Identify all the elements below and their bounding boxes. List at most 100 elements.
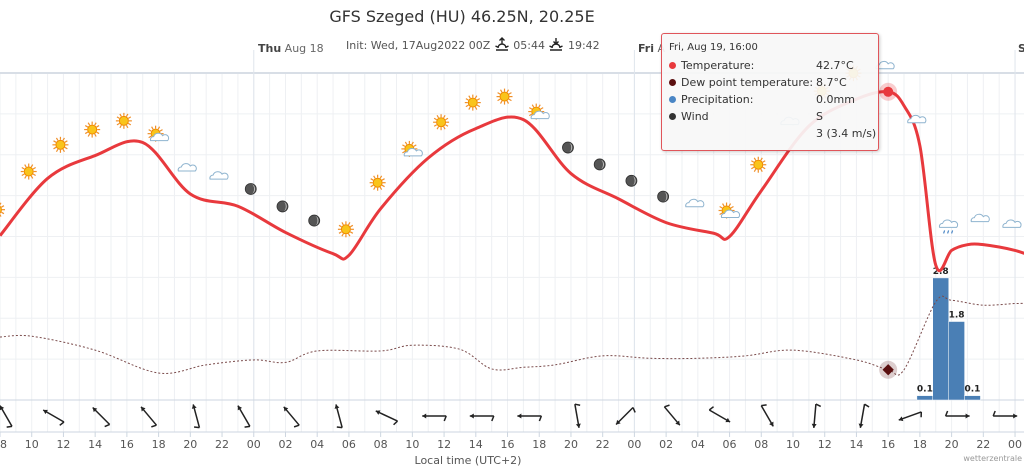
sun-icon: [433, 114, 450, 131]
sun-ray: [94, 122, 97, 126]
wind-barb-icon: [283, 406, 300, 428]
sun-ray: [62, 137, 65, 141]
sun-ray: [30, 164, 34, 168]
wind-barb-head: [422, 413, 427, 419]
moon-icon: [308, 214, 321, 227]
x-tick-label: 12: [818, 438, 832, 451]
moon-icon: [625, 174, 638, 187]
sun-ray: [30, 175, 34, 179]
cloud-shape: [177, 163, 197, 172]
chart-title: GFS Szeged (HU) 46.25N, 20.25E: [329, 7, 595, 26]
sun-ray: [719, 205, 723, 209]
moon-disc: [244, 183, 257, 195]
x-tick-label: 14: [88, 438, 102, 451]
wind-barb-icon: [140, 406, 158, 428]
wind-barb-head: [237, 405, 243, 411]
x-axis-title: Local time (UTC+2): [414, 454, 522, 467]
precipitation-bar: [916, 395, 934, 401]
sunrise-time: 05:44: [513, 39, 545, 52]
wind-barb-head: [858, 423, 864, 428]
cloud-shape: [149, 132, 170, 142]
sun-disc: [467, 97, 478, 108]
sun-ray: [508, 98, 512, 102]
sun-ray: [379, 175, 383, 179]
sun-ray: [119, 113, 122, 117]
sun-ray: [0, 202, 2, 206]
sunset-icon: [549, 38, 564, 51]
sun-ray: [87, 122, 91, 126]
temperature-marker: [883, 86, 894, 97]
x-tick-label: 00: [627, 438, 641, 451]
init-info: Init: Wed, 17Aug2022 00Z 05:44 19:42: [346, 37, 600, 52]
sun-ray: [436, 126, 440, 130]
rain-drop: [947, 230, 950, 234]
x-tick-label: 22: [596, 438, 610, 451]
sun-ray: [751, 166, 755, 170]
wind-barb-icon: [760, 404, 774, 427]
x-tick-label: 10: [25, 438, 39, 451]
wind-barb-flag: [574, 403, 581, 407]
wind-barb-icon: [469, 413, 495, 422]
cloud-icon: [209, 171, 229, 180]
moon-disc: [562, 141, 574, 154]
wind-barb-shaft: [859, 404, 866, 428]
tooltip-header: Fri, Aug 19, 16:00: [669, 42, 758, 53]
sun-ray: [55, 148, 59, 153]
wind-barb-head: [283, 406, 289, 412]
cloud-shape: [907, 114, 927, 124]
sun-ray: [151, 126, 154, 130]
wind-barb-flag: [393, 420, 399, 426]
precipitation-bar: [948, 321, 965, 401]
sun-ray: [24, 164, 27, 168]
sun-ray: [341, 233, 344, 237]
wind-barb-head: [469, 413, 474, 419]
rain-cloud-icon: [938, 219, 959, 234]
sun-ray: [64, 146, 68, 150]
moon-crescent: [664, 191, 668, 202]
x-tick-label: 16: [120, 438, 134, 451]
sun-ray: [433, 124, 438, 127]
tooltip-row-wind: Wind S: [669, 110, 823, 124]
sun-ray: [379, 186, 383, 190]
x-tick-label: 18: [532, 438, 546, 451]
sun-disc: [436, 117, 447, 128]
sun-ray: [468, 95, 471, 99]
moon-disc: [657, 190, 670, 203]
sun-ray: [32, 173, 36, 177]
wind-barb-flag: [293, 424, 300, 428]
sun-icon: [20, 163, 37, 180]
wind-barb-flag: [104, 423, 110, 428]
precipitation-label: 1.8: [949, 311, 965, 321]
cloud-icon: [177, 163, 197, 172]
moon-disc: [593, 158, 606, 171]
moon-disc: [276, 200, 289, 213]
wind-barb-head: [965, 413, 970, 419]
sun-ray: [159, 129, 163, 132]
wind-barb-flag: [815, 403, 822, 408]
sun-ray: [338, 231, 342, 234]
sun-ray: [64, 140, 68, 143]
sun-ray: [347, 222, 351, 226]
sun-ray: [381, 178, 385, 181]
x-tick-label: 16: [881, 438, 895, 451]
sun-ray: [21, 167, 25, 170]
precipitation-label: 0.1: [964, 385, 980, 395]
wind-barb-head: [0, 405, 5, 411]
moon-disc: [308, 214, 321, 227]
day-label-sat: S: [1018, 42, 1024, 55]
sun-disc: [0, 205, 2, 214]
wind-barb-icon: [517, 413, 543, 422]
cloud-shape: [403, 148, 423, 157]
wind-barb-head: [191, 404, 197, 409]
wind-barb-icon: [92, 406, 111, 428]
sun-icon: [115, 112, 132, 129]
x-tick-label: 08: [374, 438, 388, 451]
wind-barb-flag: [443, 415, 447, 422]
sun-ray: [753, 157, 757, 161]
moon-crescent: [283, 201, 287, 212]
x-tick-label: 16: [501, 438, 515, 451]
sun-ray: [445, 124, 449, 127]
sun-cloud-icon: [401, 140, 423, 157]
sun-ray: [760, 157, 763, 161]
wind-barb-head: [725, 417, 731, 423]
